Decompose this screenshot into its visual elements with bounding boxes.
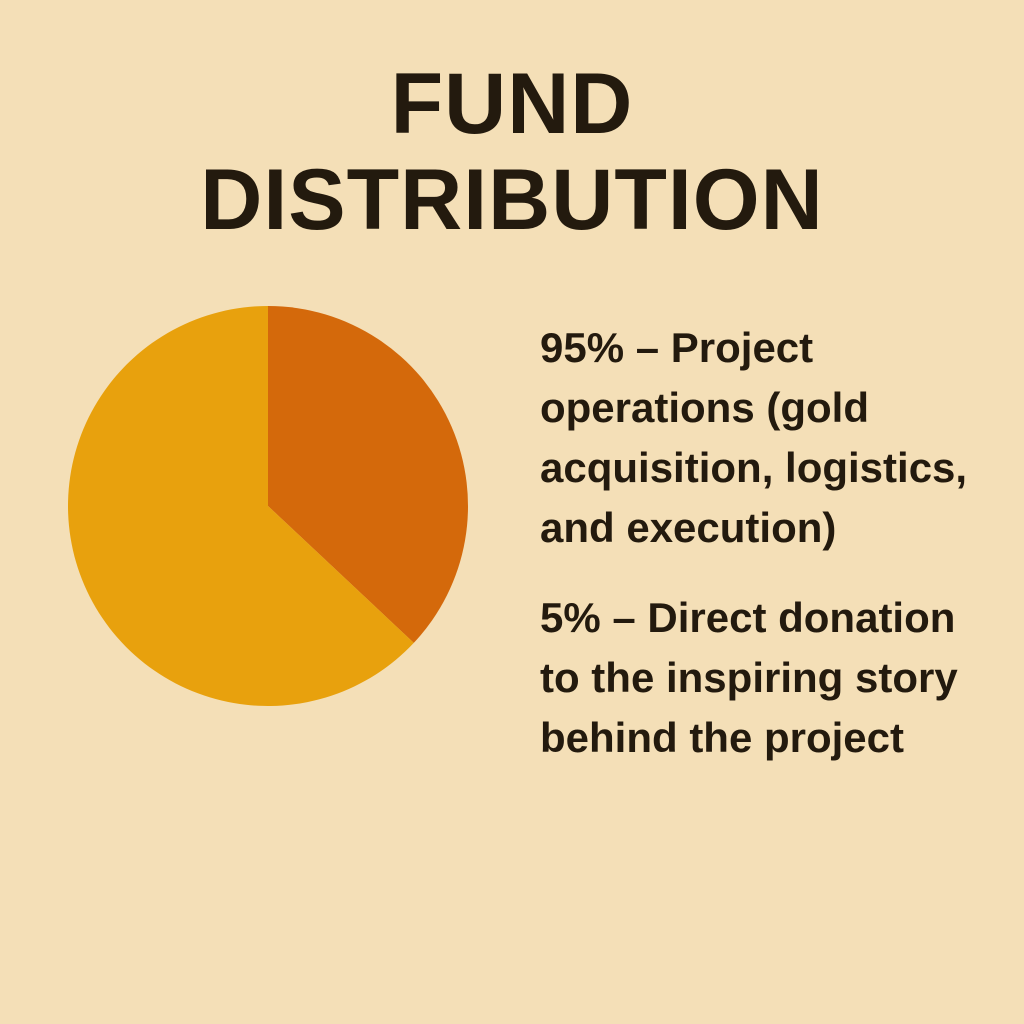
chart-title-line-2: DISTRIBUTION bbox=[200, 152, 824, 248]
legend-entry-project-operations: 95% – Project operations (gold acquisiti… bbox=[540, 324, 968, 551]
pie-chart bbox=[66, 304, 470, 708]
chart-title-line-1: FUND bbox=[390, 56, 634, 152]
legend: 95% – Project operations (gold acquisiti… bbox=[540, 318, 1000, 768]
legend-entry-direct-donation: 5% – Direct donation to the inspiring st… bbox=[540, 594, 958, 761]
chart-title: FUND DISTRIBUTION bbox=[0, 56, 1024, 248]
pie-slice-direct-donation bbox=[268, 306, 468, 643]
pie-slice-project-operations bbox=[67, 306, 414, 706]
pie-chart-svg bbox=[67, 306, 468, 706]
